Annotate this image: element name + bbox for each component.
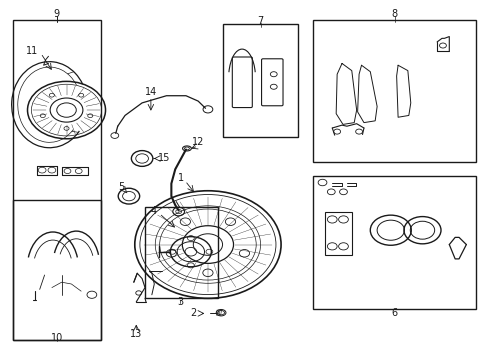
Text: 15: 15: [158, 153, 170, 163]
Text: 7: 7: [257, 17, 263, 27]
Bar: [13, 200, 101, 339]
Bar: [13, 21, 101, 339]
Text: 3: 3: [177, 297, 183, 307]
Bar: [144, 207, 217, 298]
Text: 10: 10: [51, 333, 63, 343]
Text: 11: 11: [26, 46, 39, 56]
Text: 6: 6: [391, 308, 397, 318]
Text: 14: 14: [144, 87, 157, 97]
Bar: [312, 21, 475, 162]
Text: 4: 4: [150, 206, 156, 216]
Text: 8: 8: [391, 9, 397, 19]
Text: 12: 12: [192, 138, 204, 147]
Text: 9: 9: [54, 9, 60, 19]
Bar: [325, 212, 351, 255]
Bar: [312, 176, 475, 309]
Text: 2: 2: [190, 309, 196, 318]
Text: 13: 13: [130, 329, 142, 339]
Bar: [222, 24, 298, 137]
Text: 1: 1: [178, 173, 184, 183]
Text: 5: 5: [118, 182, 124, 192]
